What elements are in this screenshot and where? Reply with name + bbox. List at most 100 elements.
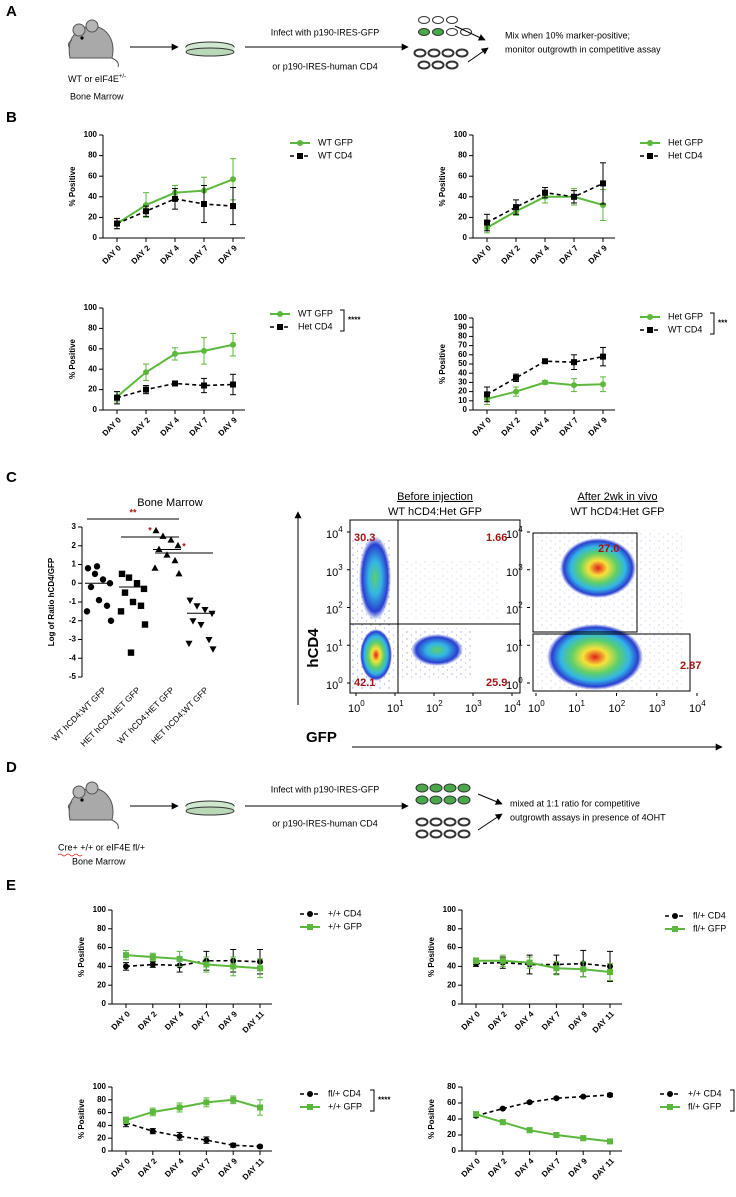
outcome-label: outgrowth assays in presence of 4OHT xyxy=(510,812,666,822)
y-axis-label: % Positive xyxy=(77,936,86,977)
tick-exponent: 3 xyxy=(477,699,482,708)
marker xyxy=(484,219,490,226)
marker xyxy=(149,954,156,960)
marker xyxy=(137,602,145,609)
x-tick-label: 101 xyxy=(568,699,585,715)
x-tick-label: WT hCD4:HET GFP xyxy=(115,685,176,746)
x-tick-label: DAY 7 xyxy=(190,1009,213,1032)
marker xyxy=(172,380,178,387)
marker xyxy=(186,597,194,604)
y-tick-label: 40 xyxy=(447,962,456,971)
y-tick-label: 60 xyxy=(88,344,97,353)
marker xyxy=(513,388,519,395)
infect-label: or p190-IRES-human CD4 xyxy=(272,818,378,828)
x-tick-label: DAY 0 xyxy=(459,1156,482,1179)
marker xyxy=(307,1091,313,1097)
y-tick-label: 100 xyxy=(84,130,98,139)
y-tick-label: 30 xyxy=(458,378,467,387)
panel-label: B xyxy=(6,109,17,126)
y-tick-label: 102 xyxy=(326,601,343,617)
y-tick-label: 103 xyxy=(506,563,523,579)
x-tick-label: DAY 2 xyxy=(486,1009,509,1032)
gate xyxy=(532,633,691,692)
quadrant-value: 30.3 xyxy=(354,532,375,544)
marker xyxy=(580,1093,587,1100)
marker xyxy=(185,640,193,648)
y-tick-label: 80 xyxy=(447,1082,456,1091)
x-tick-label: 103 xyxy=(649,699,666,715)
y-tick-label: 100 xyxy=(84,303,98,312)
marker xyxy=(197,621,205,629)
y-tick-label: 100 xyxy=(93,905,107,914)
tick-exponent: 0 xyxy=(360,699,365,708)
y-tick-label: 80 xyxy=(458,151,467,160)
x-tick-label: DAY 9 xyxy=(216,243,239,266)
marker xyxy=(121,589,129,596)
marker xyxy=(297,140,303,146)
tick-base: 10 xyxy=(528,703,540,715)
y-tick-label: 102 xyxy=(506,601,523,617)
marker xyxy=(201,382,207,389)
marker xyxy=(607,969,613,976)
marker xyxy=(95,596,103,604)
legend-label: Het CD4 xyxy=(668,150,703,160)
legend-label: fl/+ CD4 xyxy=(693,910,726,920)
y-tick-label: 2 xyxy=(72,541,77,550)
marker xyxy=(175,570,183,577)
marker xyxy=(123,952,129,959)
marker xyxy=(201,606,209,614)
marker xyxy=(107,617,115,624)
marker xyxy=(163,551,171,558)
significance-bracket xyxy=(370,1089,375,1112)
x-tick-label: DAY 2 xyxy=(499,243,522,266)
marker xyxy=(125,574,133,581)
tick-base: 10 xyxy=(568,703,580,715)
y-tick-label: 20 xyxy=(447,1130,456,1139)
marker xyxy=(176,955,183,962)
flow-population xyxy=(560,538,636,598)
infect-label: Infect with p190-IRES-GFP xyxy=(271,784,380,794)
marker xyxy=(499,1105,506,1112)
y-tick-label: 80 xyxy=(97,1095,106,1104)
legend-label: +/+ GFP xyxy=(328,921,362,931)
tick-exponent: 0 xyxy=(540,699,545,708)
x-tick-label: DAY 2 xyxy=(136,1009,159,1032)
x-tick-label: DAY 2 xyxy=(129,415,152,438)
x-tick-label: DAY 9 xyxy=(567,1156,590,1179)
x-tick-label: DAY 2 xyxy=(136,1156,159,1179)
y-tick-label: 0 xyxy=(463,405,468,414)
x-tick-label: DAY 0 xyxy=(459,1009,482,1032)
outcome-label: monitor outgrowth in competitive assay xyxy=(505,44,661,54)
tick-exponent: 1 xyxy=(399,699,404,708)
y-tick-label: 20 xyxy=(458,387,467,396)
x-tick-label: 100 xyxy=(528,699,545,715)
marker xyxy=(473,957,479,964)
y-tick-label: 100 xyxy=(326,676,343,692)
cells xyxy=(413,16,472,70)
x-tick-label: DAY 11 xyxy=(241,1156,267,1182)
marker xyxy=(257,1104,263,1111)
y-tick-label: 40 xyxy=(97,962,106,971)
x-tick-label: HET hCD4:WT GFP xyxy=(149,685,210,746)
y-axis-label: % Positive xyxy=(438,343,447,384)
x-tick-label: DAY 2 xyxy=(129,243,152,266)
y-tick-label: 80 xyxy=(88,151,97,160)
marker xyxy=(83,608,91,615)
legend-label: Het GFP xyxy=(668,137,703,147)
x-tick-label: 104 xyxy=(689,699,706,715)
x-tick-label: DAY 7 xyxy=(540,1009,563,1032)
y-tick-label: 40 xyxy=(458,192,467,201)
x-tick-label: DAY 11 xyxy=(241,1009,267,1035)
arrow xyxy=(477,793,503,805)
quadrant-value: 2.87 xyxy=(680,660,701,672)
marker xyxy=(230,176,236,183)
mouse-icon xyxy=(67,19,119,68)
tick-base: 10 xyxy=(387,703,399,715)
marker xyxy=(526,1127,533,1134)
tick-exponent: 4 xyxy=(518,525,523,534)
x-tick-label: DAY 9 xyxy=(567,1009,590,1032)
marker xyxy=(647,140,653,146)
marker xyxy=(647,327,653,333)
marker xyxy=(499,1119,506,1126)
significance-bracket xyxy=(710,312,715,335)
